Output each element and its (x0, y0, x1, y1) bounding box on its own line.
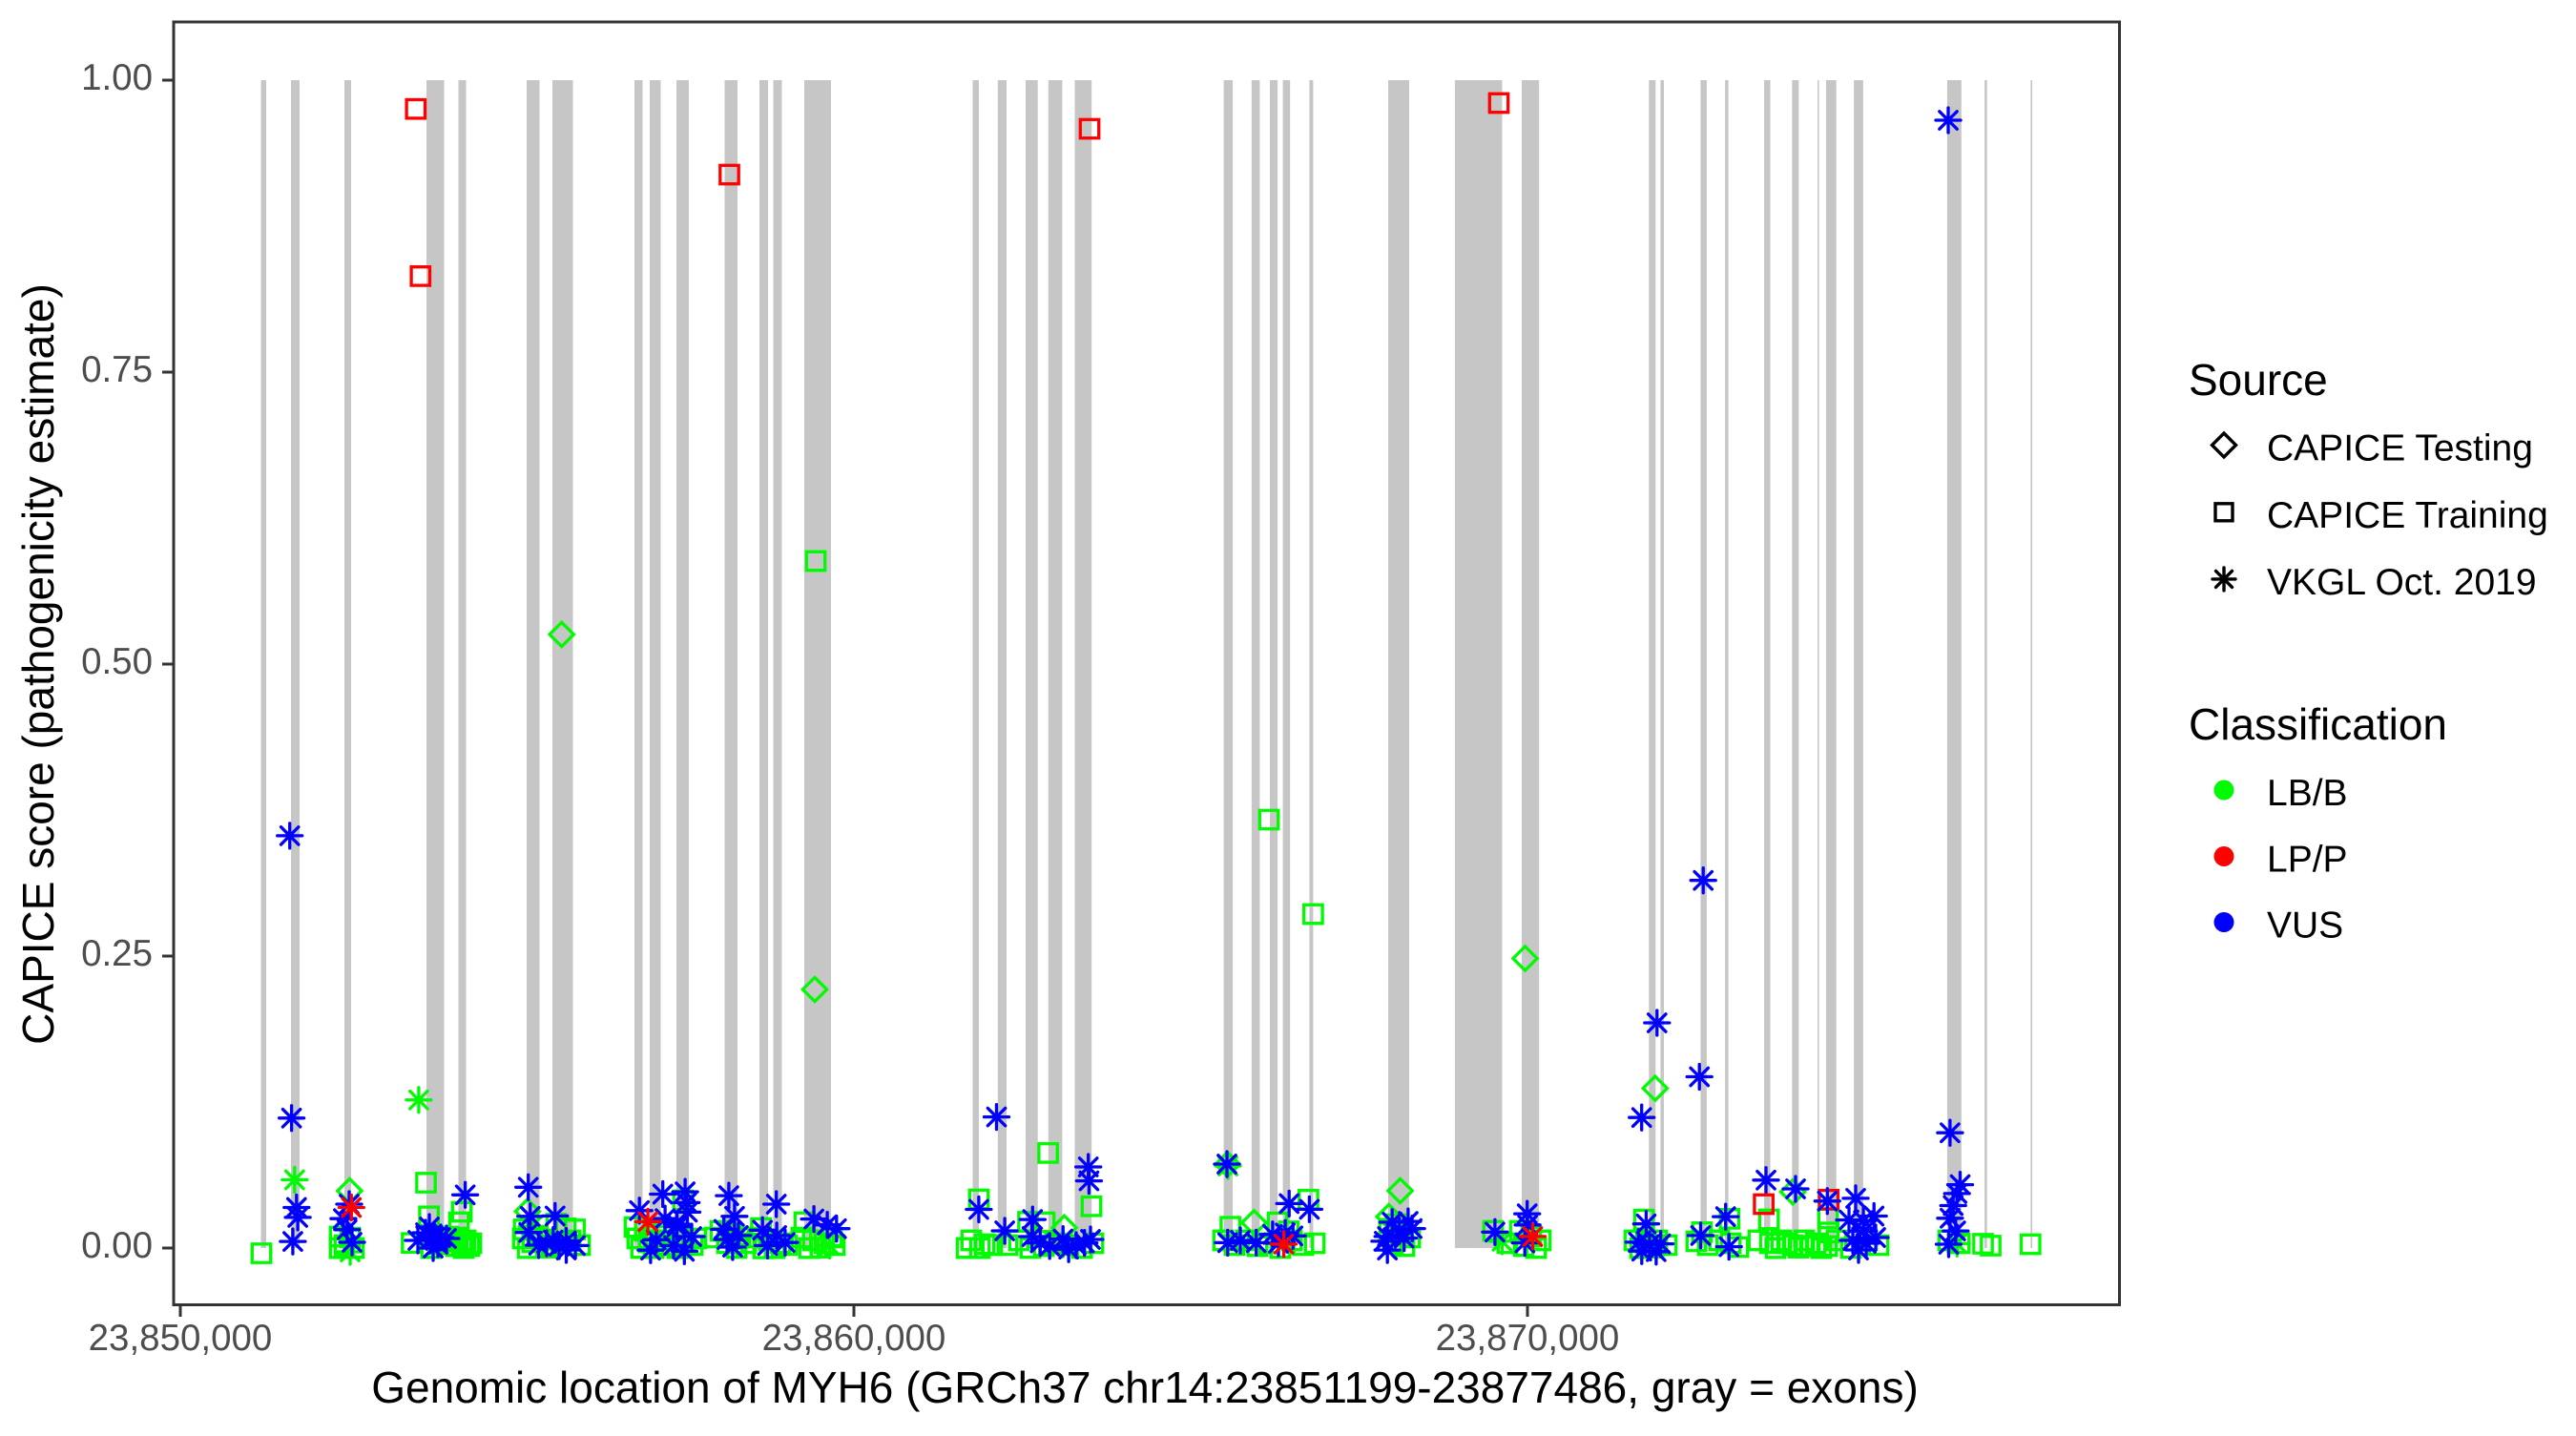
svg-text:CAPICE score (pathogenicity es: CAPICE score (pathogenicity estimate) (13, 283, 63, 1045)
svg-text:23,860,000: 23,860,000 (762, 1318, 946, 1359)
svg-text:0.00: 0.00 (81, 1225, 153, 1266)
svg-text:Source: Source (2189, 355, 2328, 405)
svg-text:VUS: VUS (2267, 905, 2343, 947)
svg-text:23,850,000: 23,850,000 (89, 1318, 273, 1359)
svg-text:0.50: 0.50 (81, 641, 153, 682)
svg-text:LP/P: LP/P (2267, 840, 2348, 881)
svg-text:1.00: 1.00 (81, 57, 153, 98)
svg-text:CAPICE Training: CAPICE Training (2267, 495, 2548, 536)
svg-text:CAPICE Testing: CAPICE Testing (2267, 428, 2533, 469)
svg-text:LB/B: LB/B (2267, 773, 2348, 814)
svg-text:Genomic location of MYH6 (GRCh: Genomic location of MYH6 (GRCh37 chr14:2… (371, 1363, 1919, 1412)
svg-text:Classification: Classification (2189, 699, 2447, 749)
svg-text:0.75: 0.75 (81, 349, 153, 390)
svg-text:0.25: 0.25 (81, 933, 153, 974)
svg-text:VKGL Oct. 2019: VKGL Oct. 2019 (2267, 562, 2537, 603)
svg-text:23,870,000: 23,870,000 (1436, 1318, 1620, 1359)
